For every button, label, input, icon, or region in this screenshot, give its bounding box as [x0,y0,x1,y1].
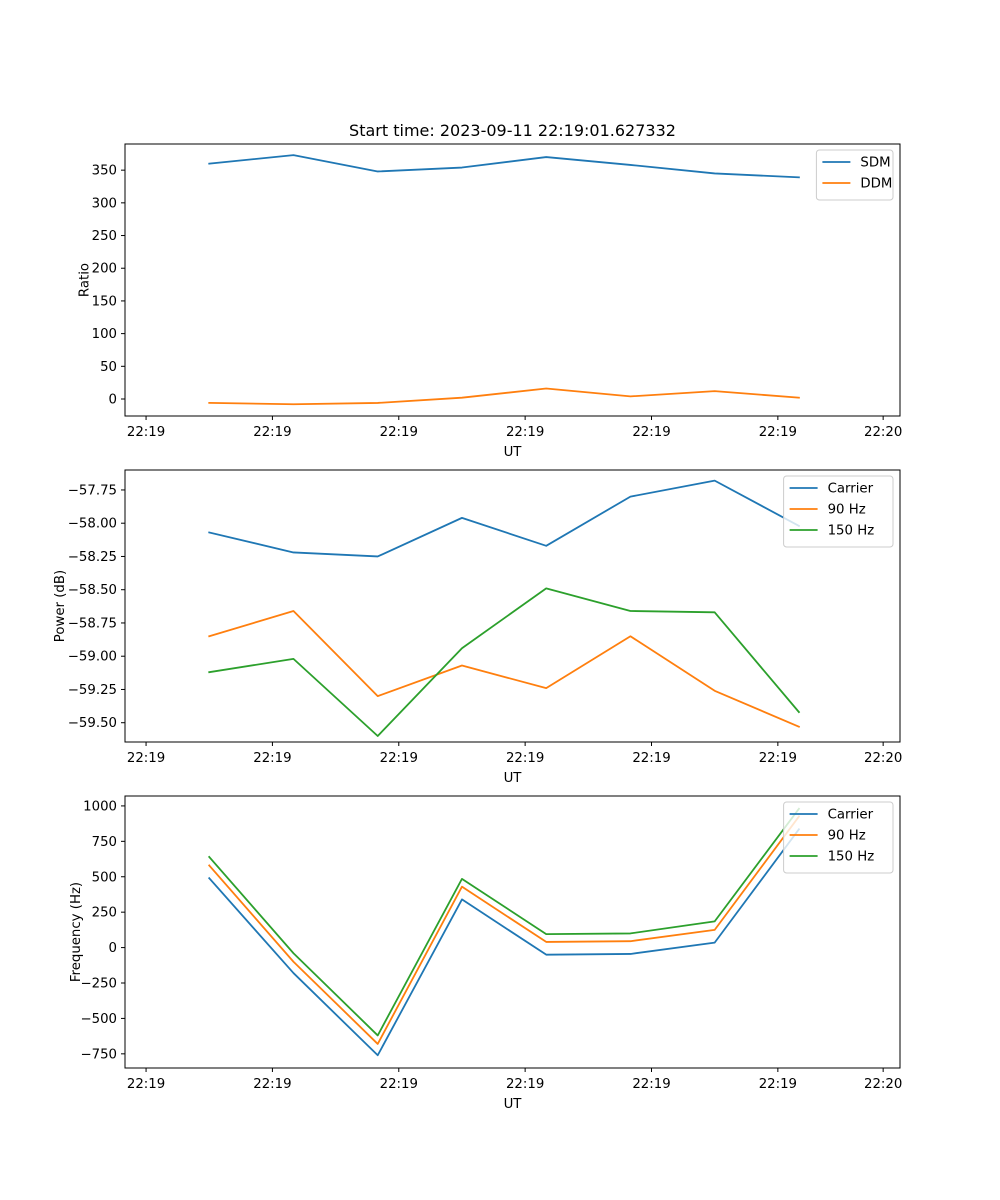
y-tick-label: 250 [92,906,117,921]
series-line-90-hz [207,815,801,1045]
y-tick-label: −58.00 [68,517,117,532]
y-tick-label: −58.25 [68,550,117,565]
x-axis-label: UT [504,1097,523,1112]
x-tick-label: 22:19 [380,751,418,766]
x-tick-label: 22:19 [127,1077,165,1092]
x-tick-label: 22:19 [127,425,165,440]
y-tick-label: 750 [92,835,117,850]
series-line-90-hz [208,610,801,728]
y-tick-label: −58.75 [68,616,117,631]
y-axis-label: Frequency (Hz) [69,882,84,982]
x-tick-label: 22:19 [127,751,165,766]
x-tick-label: 22:19 [253,751,291,766]
y-tick-label: −58.50 [68,583,117,598]
y-tick-label: 200 [92,262,117,277]
x-tick-label: 22:19 [380,425,418,440]
x-tick-label: 22:19 [759,751,797,766]
y-tick-label: 500 [92,870,117,885]
y-tick-label: −500 [80,1012,117,1027]
y-tick-label: 350 [92,164,117,179]
power-panel: Power (dB) UT −57.75 −58.00 −58.25 −58.50 −5… [53,469,902,786]
y-tick-label: 250 [92,229,117,244]
x-tick-label: 22:20 [864,751,902,766]
legend-label: 90 Hz [828,829,866,844]
x-tick-label: 22:19 [632,751,670,766]
x-axis-label: UT [504,771,523,786]
x-tick-label: 22:19 [759,425,797,440]
x-tick-label: 22:19 [380,1077,418,1092]
x-tick-label: 22:20 [864,1077,902,1092]
y-tick-label: 100 [92,327,117,342]
legend-label: DDM [860,177,892,192]
series-line-ddm [208,387,800,406]
series-line-carrier [208,479,801,558]
x-tick-label: 22:19 [632,425,670,440]
y-tick-label: −250 [80,977,117,992]
legend-label: SDM [860,156,890,171]
axes-frame [124,469,901,743]
legend-label: 150 Hz [828,524,875,539]
legend: Carrier 90 Hz 150 Hz [783,801,894,874]
x-tick-label: 22:19 [506,425,544,440]
x-tick-label: 22:20 [864,425,902,440]
x-tick-label: 22:19 [253,425,291,440]
y-tick-label: −59.00 [68,650,117,665]
x-tick-label: 22:19 [253,1077,291,1092]
y-tick-label: −59.25 [68,683,117,698]
x-axis-label: UT [504,445,523,460]
y-axis-label: Power (dB) [53,570,68,642]
legend-label: Carrier [828,482,874,497]
legend-label: 90 Hz [828,503,866,518]
ratio-panel: Start time: 2023-09-11 22:19:01.627332 R… [77,121,902,460]
legend: SDM DDM [815,149,894,201]
y-tick-label: −57.75 [68,483,117,498]
series-line-150-hz [207,807,801,1037]
y-tick-label: −750 [80,1047,117,1062]
axes-frame [124,143,901,417]
x-tick-label: 22:19 [506,751,544,766]
legend-label: Carrier [828,808,874,823]
axes-frame [124,795,901,1069]
legend-label: 150 Hz [828,850,875,865]
x-tick-label: 22:19 [759,1077,797,1092]
y-tick-label: 300 [92,196,117,211]
series-line-sdm [208,154,800,179]
chart-title: Start time: 2023-09-11 22:19:01.627332 [349,121,676,140]
x-tick-label: 22:19 [506,1077,544,1092]
y-tick-label: 150 [92,294,117,309]
series-line-150-hz [208,587,801,737]
y-tick-label: 0 [109,941,117,956]
x-tick-label: 22:19 [632,1077,670,1092]
y-tick-label: −59.50 [68,716,117,731]
y-tick-label: 0 [109,393,117,408]
legend: Carrier 90 Hz 150 Hz [783,475,894,548]
series-line-carrier [207,828,801,1057]
y-tick-label: 50 [100,360,117,375]
y-axis-label: Ratio [77,263,92,297]
frequency-panel: Frequency (Hz) UT −750 −500 −250 0 250 500 750… [69,795,902,1112]
y-tick-label: 1000 [83,799,117,814]
